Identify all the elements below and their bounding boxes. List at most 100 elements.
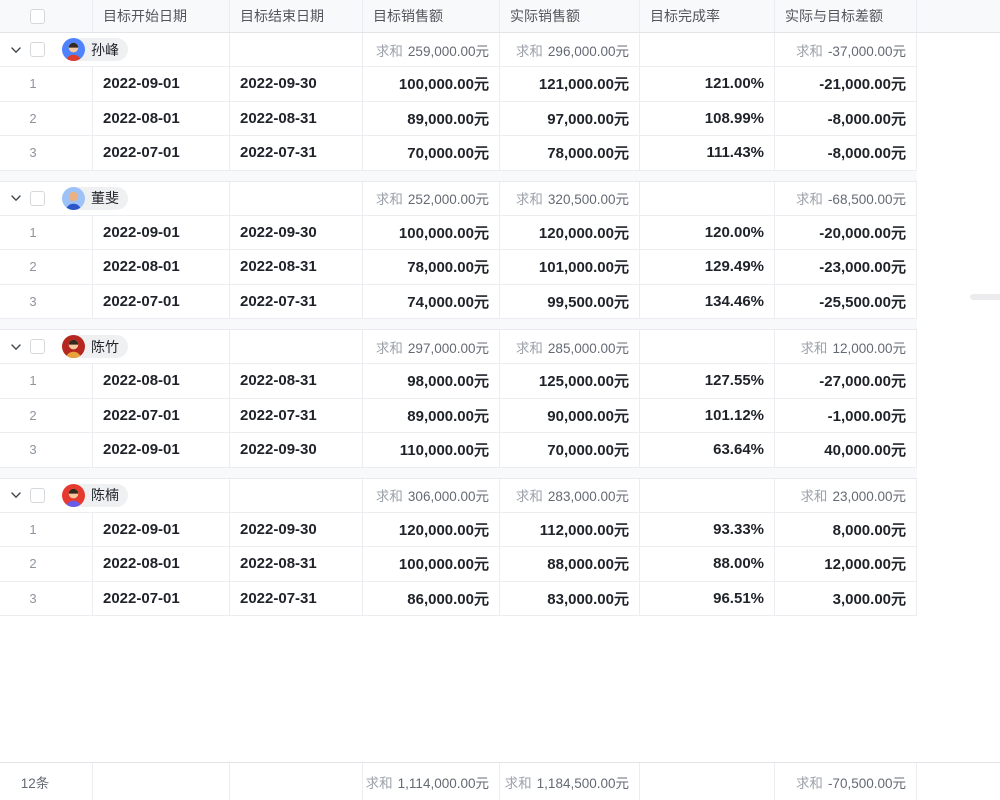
row-index[interactable]: 3 [0,433,93,467]
cell-target-start-date[interactable]: 2022-07-01 [93,398,230,432]
group-checkbox[interactable] [30,339,45,354]
cell-diff[interactable]: 40,000.00元 [775,433,917,467]
row-index[interactable]: 1 [0,364,93,398]
cell-target-sales[interactable]: 98,000.00元 [363,364,500,398]
cell-completion-rate[interactable]: 134.46% [640,284,775,318]
cell-actual-sales[interactable]: 121,000.00元 [500,67,640,101]
cell-diff[interactable]: -27,000.00元 [775,364,917,398]
row-index[interactable]: 2 [0,547,93,581]
group-sum-actual-sales[interactable]: 求和 285,000.00元 [500,330,640,363]
cell-completion-rate[interactable]: 96.51% [640,581,775,615]
cell-target-end-date[interactable]: 2022-07-31 [230,581,363,615]
footer-sum-diff[interactable]: 求和 -70,500.00元 [775,763,917,800]
row-index[interactable]: 1 [0,215,93,249]
cell-target-start-date[interactable]: 2022-07-01 [93,284,230,318]
cell-diff[interactable]: 8,000.00元 [775,512,917,546]
footer-cell-completion-rate[interactable] [640,763,775,800]
scrollbar-thumb[interactable] [970,294,1000,300]
group-collapse-chevron-icon[interactable] [10,192,22,204]
cell-target-end-date[interactable]: 2022-09-30 [230,433,363,467]
cell-target-start-date[interactable]: 2022-09-01 [93,512,230,546]
group-sum-diff[interactable]: 求和 -68,500.00元 [775,181,917,215]
footer-cell-start-date[interactable] [93,763,230,800]
cell-completion-rate[interactable]: 120.00% [640,215,775,249]
cell-diff[interactable]: -20,000.00元 [775,215,917,249]
group-sum-actual-sales[interactable]: 求和 296,000.00元 [500,33,640,66]
cell-target-sales[interactable]: 78,000.00元 [363,250,500,284]
group-checkbox[interactable] [30,42,45,57]
cell-target-start-date[interactable]: 2022-07-01 [93,581,230,615]
cell-target-sales[interactable]: 86,000.00元 [363,581,500,615]
group-sum-actual-sales[interactable]: 求和 320,500.00元 [500,181,640,215]
group-sum-target-sales[interactable]: 求和 306,000.00元 [363,478,500,512]
cell-completion-rate[interactable]: 101.12% [640,398,775,432]
group-sum-target-sales[interactable]: 求和 252,000.00元 [363,181,500,215]
cell-diff[interactable]: -1,000.00元 [775,398,917,432]
row-index[interactable]: 2 [0,101,93,135]
cell-target-end-date[interactable]: 2022-07-31 [230,136,363,170]
cell-target-start-date[interactable]: 2022-09-01 [93,433,230,467]
cell-target-sales[interactable]: 100,000.00元 [363,215,500,249]
col-header-target-sales[interactable]: 目标销售额 [363,0,500,32]
row-index[interactable]: 3 [0,581,93,615]
row-index[interactable]: 2 [0,398,93,432]
group-sum-actual-sales[interactable]: 求和 283,000.00元 [500,478,640,512]
cell-actual-sales[interactable]: 70,000.00元 [500,433,640,467]
select-all-checkbox[interactable] [30,8,45,24]
row-index[interactable]: 1 [0,67,93,101]
cell-target-end-date[interactable]: 2022-08-31 [230,547,363,581]
cell-completion-rate[interactable]: 111.43% [640,136,775,170]
cell-completion-rate[interactable]: 63.64% [640,433,775,467]
cell-diff[interactable]: -25,500.00元 [775,284,917,318]
cell-actual-sales[interactable]: 101,000.00元 [500,250,640,284]
col-header-actual-target-diff[interactable]: 实际与目标差额 [775,0,917,32]
group-collapse-chevron-icon[interactable] [10,341,22,353]
cell-target-sales[interactable]: 70,000.00元 [363,136,500,170]
col-header-target-end-date[interactable]: 目标结束日期 [230,0,363,32]
cell-actual-sales[interactable]: 78,000.00元 [500,136,640,170]
row-index[interactable]: 3 [0,284,93,318]
cell-target-start-date[interactable]: 2022-09-01 [93,215,230,249]
group-sum-diff[interactable]: 求和 23,000.00元 [775,478,917,512]
cell-target-sales[interactable]: 110,000.00元 [363,433,500,467]
cell-target-sales[interactable]: 100,000.00元 [363,547,500,581]
cell-target-sales[interactable]: 100,000.00元 [363,67,500,101]
cell-completion-rate[interactable]: 108.99% [640,101,775,135]
col-header-completion-rate[interactable]: 目标完成率 [640,0,775,32]
cell-target-sales[interactable]: 89,000.00元 [363,101,500,135]
cell-target-start-date[interactable]: 2022-08-01 [93,547,230,581]
cell-target-end-date[interactable]: 2022-09-30 [230,67,363,101]
col-header-actual-sales[interactable]: 实际销售额 [500,0,640,32]
cell-target-end-date[interactable]: 2022-09-30 [230,215,363,249]
group-sum-diff[interactable]: 求和 12,000.00元 [775,330,917,363]
cell-actual-sales[interactable]: 83,000.00元 [500,581,640,615]
group-user-tag[interactable]: 孙峰 [62,38,128,61]
cell-target-start-date[interactable]: 2022-07-01 [93,136,230,170]
row-index[interactable]: 2 [0,250,93,284]
cell-diff[interactable]: -8,000.00元 [775,101,917,135]
col-header-target-start-date[interactable]: 目标开始日期 [93,0,230,32]
cell-actual-sales[interactable]: 90,000.00元 [500,398,640,432]
cell-completion-rate[interactable]: 129.49% [640,250,775,284]
group-sum-diff[interactable]: 求和 -37,000.00元 [775,33,917,66]
cell-diff[interactable]: -8,000.00元 [775,136,917,170]
cell-actual-sales[interactable]: 112,000.00元 [500,512,640,546]
row-index[interactable]: 1 [0,512,93,546]
cell-completion-rate[interactable]: 88.00% [640,547,775,581]
footer-cell-end-date[interactable] [230,763,363,800]
cell-target-start-date[interactable]: 2022-08-01 [93,250,230,284]
cell-actual-sales[interactable]: 120,000.00元 [500,215,640,249]
cell-target-sales[interactable]: 74,000.00元 [363,284,500,318]
row-index[interactable]: 3 [0,136,93,170]
group-user-tag[interactable]: 陈楠 [62,483,128,507]
cell-diff[interactable]: 12,000.00元 [775,547,917,581]
cell-target-start-date[interactable]: 2022-09-01 [93,67,230,101]
cell-actual-sales[interactable]: 97,000.00元 [500,101,640,135]
group-sum-target-sales[interactable]: 求和 259,000.00元 [363,33,500,66]
cell-completion-rate[interactable]: 93.33% [640,512,775,546]
cell-diff[interactable]: 3,000.00元 [775,581,917,615]
group-sum-target-sales[interactable]: 求和 297,000.00元 [363,330,500,363]
cell-actual-sales[interactable]: 125,000.00元 [500,364,640,398]
footer-sum-target-sales[interactable]: 求和 1,114,000.00元 [363,763,500,800]
footer-sum-actual-sales[interactable]: 求和 1,184,500.00元 [500,763,640,800]
